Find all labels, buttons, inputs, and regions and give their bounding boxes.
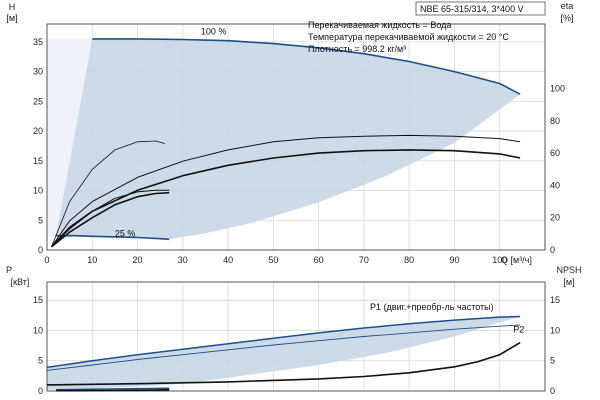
bottom-curve-label-0: P1 (двиг.+преобр-ль частоты) bbox=[370, 302, 494, 312]
info-line-2: Плотность = 998.2 кг/м³ bbox=[308, 44, 406, 54]
x-tick-6: 60 bbox=[314, 255, 324, 265]
top-operating-area bbox=[47, 38, 521, 240]
bottom-y-right-tick-0: 0 bbox=[550, 386, 555, 396]
bottom-y-tick-3: 15 bbox=[33, 295, 43, 305]
top-y-right-tick-0: 0 bbox=[550, 245, 555, 255]
top-series-2 bbox=[51, 134, 521, 248]
x-tick-5: 50 bbox=[268, 255, 278, 265]
bottom-y-tick-1: 5 bbox=[38, 356, 43, 366]
bottom-series-2 bbox=[56, 387, 170, 391]
x-tick-2: 20 bbox=[133, 255, 143, 265]
bottom-ylabel-right-name: NPSH bbox=[556, 265, 581, 275]
x-tick-3: 30 bbox=[178, 255, 188, 265]
top-y-tick-5: 25 bbox=[33, 96, 43, 106]
x-tick-4: 40 bbox=[223, 255, 233, 265]
bottom-ylabel-right-unit: [м] bbox=[563, 277, 574, 287]
top-ylabel-right-name: eta bbox=[561, 1, 574, 11]
top-series-0 bbox=[92, 38, 521, 95]
top-frame bbox=[46, 23, 546, 251]
top-plot-area: 0 5 10 15 20 25 30 35 0 20 40 60 80 100 0 10 20 30 40 50 60 7… bbox=[6, 1, 573, 265]
top-y-tick-6: 30 bbox=[33, 67, 43, 77]
bottom-y-tick-2: 10 bbox=[33, 325, 43, 335]
x-tick-10: 100 bbox=[492, 255, 507, 265]
speed-label-1: 25 % bbox=[115, 228, 136, 238]
bottom-y-right-tick-3: 15 bbox=[550, 295, 560, 305]
bottom-y-tick-0: 0 bbox=[38, 386, 43, 396]
top-y-tick-3: 15 bbox=[33, 156, 43, 166]
top-series-4 bbox=[51, 140, 165, 247]
bottom-frame bbox=[46, 281, 546, 392]
top-series-6 bbox=[50, 191, 170, 248]
x-tick-1: 10 bbox=[87, 255, 97, 265]
x-tick-8: 80 bbox=[404, 255, 414, 265]
top-y-tick-4: 20 bbox=[33, 126, 43, 136]
chart-title: NBE 65-315/314, 3*400 V bbox=[420, 4, 524, 14]
x-tick-9: 90 bbox=[449, 255, 459, 265]
bottom-series-3 bbox=[46, 341, 521, 386]
top-ylabel-left-unit: [м] bbox=[6, 13, 17, 23]
top-y-tick-1: 5 bbox=[38, 215, 43, 225]
top-y-right-tick-1: 20 bbox=[550, 213, 560, 223]
x-axis-label: Q [м³/ч] bbox=[501, 255, 532, 265]
bottom-series-4 bbox=[56, 389, 170, 392]
x-tick-0: 0 bbox=[44, 255, 49, 265]
top-inner-band bbox=[47, 38, 93, 237]
bottom-y-right-tick-1: 5 bbox=[550, 356, 555, 366]
top-y-tick-0: 0 bbox=[38, 245, 43, 255]
top-y-right-tick-2: 40 bbox=[550, 180, 560, 190]
x-tick-7: 70 bbox=[359, 255, 369, 265]
top-series-5 bbox=[51, 189, 170, 248]
top-y-right-tick-4: 80 bbox=[550, 116, 560, 126]
bottom-y-right-tick-2: 10 bbox=[550, 325, 560, 335]
bottom-plot-area: 0 5 10 15 0 5 10 15 P [кВт] NPSH [м] P1 (двиг.+преоб… bbox=[6, 265, 582, 396]
bottom-ylabel-left-name: P bbox=[6, 265, 12, 275]
bottom-ylabel-left-unit: [кВт] bbox=[11, 277, 30, 287]
top-ylabel-left-name: H bbox=[9, 2, 16, 12]
top-y-tick-2: 10 bbox=[33, 186, 43, 196]
bottom-series-1 bbox=[46, 324, 521, 371]
info-line-1: Температура перекачиваемой жидкости = 20… bbox=[308, 32, 509, 42]
top-series-1 bbox=[56, 234, 170, 241]
info-line-0: Перекачиваемая жидкость = Вода bbox=[308, 20, 451, 30]
top-y-tick-7: 35 bbox=[33, 37, 43, 47]
chart-title-box bbox=[415, 1, 546, 16]
top-y-right-tick-3: 60 bbox=[550, 148, 560, 158]
bottom-series-0 bbox=[46, 315, 521, 369]
speed-label-0: 100 % bbox=[201, 27, 227, 37]
bottom-operating-area bbox=[47, 316, 521, 390]
top-y-right-tick-5: 100 bbox=[550, 84, 565, 94]
top-ylabel-right-unit: [%] bbox=[560, 13, 573, 23]
bottom-curve-label-1: P2 bbox=[513, 324, 524, 334]
